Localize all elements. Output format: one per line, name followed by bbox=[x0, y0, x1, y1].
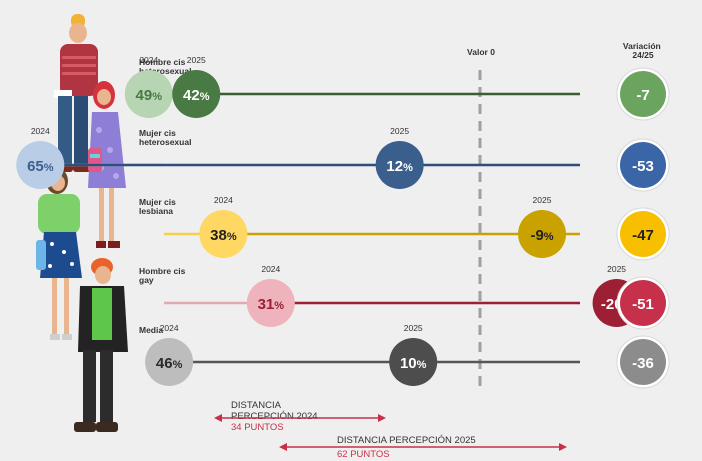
variation-value: -36 bbox=[632, 355, 654, 372]
row-label: Mujer cis lesbiana bbox=[139, 197, 176, 216]
marker-2024-value: 49% bbox=[136, 87, 163, 104]
row-label: Hombre cis heterosexual bbox=[139, 57, 191, 76]
person-man-black-jacket-icon bbox=[74, 258, 128, 432]
marker-2025 bbox=[172, 70, 221, 118]
annotation-2024-title-line2: PERCEPCIÓN 2024 bbox=[231, 411, 318, 422]
row-0: Hombre cis heterosexual 49% 2024 42% 2025 -7 bbox=[124, 55, 670, 121]
annotation-2025-points: 62 PUNTOS bbox=[337, 449, 390, 460]
variation-value: -51 bbox=[632, 296, 654, 313]
variation-badge bbox=[620, 339, 666, 385]
variation-value: -47 bbox=[632, 227, 654, 244]
marker-2024 bbox=[16, 141, 65, 189]
annotation-2024-arrowhead-right bbox=[378, 414, 386, 422]
marker-2025 bbox=[518, 210, 567, 258]
row-label: Media bbox=[139, 325, 163, 335]
variation-header-line1: Variación bbox=[623, 41, 661, 51]
marker-2024-value: 46% bbox=[156, 355, 183, 372]
marker-2024-year: 2024 bbox=[214, 195, 233, 205]
annotation-2025-title-line1: DISTANCIA PERCEPCIÓN 2025 bbox=[337, 435, 476, 446]
marker-2025-value: 10% bbox=[400, 355, 427, 372]
row-label: Hombre cis gay bbox=[139, 266, 186, 285]
row-1: Mujer cis heterosexual 65% 2024 12% 2025 -53 bbox=[16, 126, 670, 192]
row-4: Media 46% 2024 10% 2025 -36 bbox=[139, 323, 670, 389]
annotation-2025-arrowhead-right bbox=[559, 443, 567, 451]
marker-2025-value: 12% bbox=[386, 158, 413, 175]
variation-badge bbox=[620, 280, 666, 326]
marker-2024-year: 2024 bbox=[139, 55, 158, 65]
variation-badge bbox=[620, 211, 666, 257]
marker-2025-year: 2025 bbox=[404, 323, 423, 333]
marker-2024-value: 65% bbox=[27, 158, 54, 175]
marker-2025-value: 42% bbox=[183, 87, 210, 104]
annotation-2025-title: DISTANCIA PERCEPCIÓN 2025 bbox=[337, 435, 476, 446]
marker-2024-year: 2024 bbox=[160, 323, 179, 333]
rows-layer: Hombre cis heterosexual 49% 2024 42% 2025 -7 Mu… bbox=[16, 55, 670, 389]
marker-2024-value: 38% bbox=[210, 227, 237, 244]
marker-2025-year: 2025 bbox=[533, 195, 552, 205]
marker-2024-year: 2024 bbox=[261, 264, 280, 274]
marker-2025-year: 2025 bbox=[187, 55, 206, 65]
marker-2025-year: 2025 bbox=[390, 126, 409, 136]
annotation-distance-2024: DISTANCIA PERCEPCIÓN 2024 34 PUNTOS bbox=[214, 400, 386, 433]
variation-value: -7 bbox=[636, 87, 649, 104]
annotation-2024-points: 34 PUNTOS bbox=[231, 422, 284, 433]
annotation-2024-title: DISTANCIA PERCEPCIÓN 2024 bbox=[231, 400, 318, 422]
annotation-2024-arrowhead-left bbox=[214, 414, 222, 422]
zero-reference-label: Valor 0 bbox=[467, 47, 495, 57]
row-2: Mujer cis lesbiana 38% 2024 -9% 2025 -47 bbox=[139, 195, 670, 261]
annotation-2024-title-line1: DISTANCIA bbox=[231, 400, 282, 411]
marker-2024-value: 31% bbox=[258, 296, 285, 313]
marker-2024 bbox=[124, 70, 173, 118]
marker-2025-value: -9% bbox=[530, 227, 553, 244]
variation-value: -53 bbox=[632, 158, 654, 175]
person-woman-green-top-icon bbox=[36, 168, 82, 340]
marker-2024-year: 2024 bbox=[31, 126, 50, 136]
variation-header: Variación 24/25 bbox=[623, 41, 663, 60]
marker-2025 bbox=[389, 338, 438, 386]
marker-2024 bbox=[145, 338, 194, 386]
annotation-2025-arrowhead-left bbox=[279, 443, 287, 451]
variation-badge bbox=[620, 71, 666, 117]
marker-2025 bbox=[375, 141, 424, 189]
row-label: Mujer cis heterosexual bbox=[139, 128, 191, 147]
annotation-distance-2025: DISTANCIA PERCEPCIÓN 2025 62 PUNTOS bbox=[279, 435, 567, 460]
variation-header-line2: 24/25 bbox=[632, 50, 654, 60]
marker-2024 bbox=[246, 279, 295, 327]
people-illustration bbox=[36, 14, 128, 432]
marker-2025-year: 2025 bbox=[607, 264, 626, 274]
marker-2024 bbox=[199, 210, 248, 258]
variation-badge bbox=[620, 142, 666, 188]
